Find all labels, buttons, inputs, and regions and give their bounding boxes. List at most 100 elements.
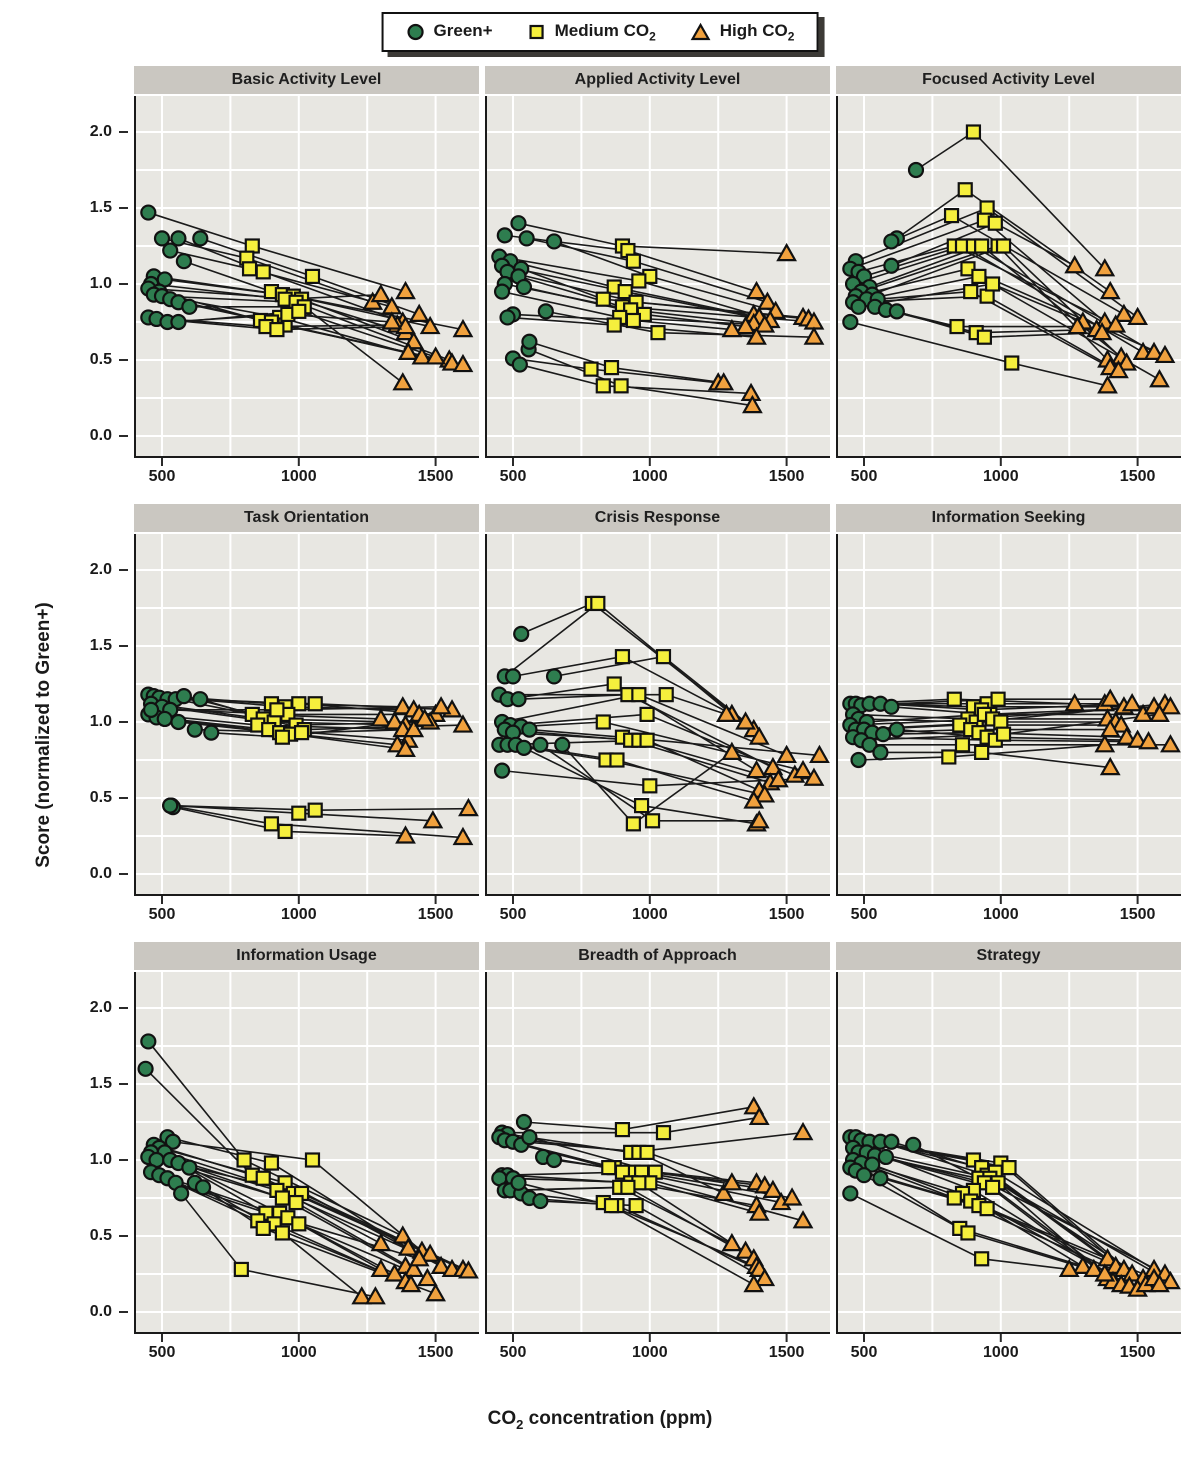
x-tick-label: 500 <box>148 468 176 485</box>
x-axis-ticks: 500 1000 1500 <box>836 904 1181 930</box>
y-axis-ticks: 2.0 1.5 1.0 0.5 0.0 <box>0 504 134 904</box>
x-tick-label: 1000 <box>632 1344 668 1361</box>
x-tick-label: 1500 <box>768 1344 805 1361</box>
panel-plot <box>485 96 830 466</box>
panel-grid: 2.0 1.5 1.0 0.5 0.0 Basic Activity Level 500… <box>0 66 1200 1380</box>
y-axis-label: Score (normalized to Green+) <box>33 602 54 868</box>
panel-strategy: Strategy 500 1000 1500 <box>836 942 1181 1368</box>
panel-focused-activity-level: Focused Activity Level 500 1000 1500 <box>836 66 1181 492</box>
y-tick-label: 2.0 <box>89 999 112 1016</box>
x-tick-label: 500 <box>148 906 176 923</box>
y-tick-mark <box>119 435 128 437</box>
panel-plot <box>134 534 479 904</box>
panel-information-usage: Information Usage 500 1000 1500 <box>134 942 479 1368</box>
x-axis-ticks: 500 1000 1500 <box>485 466 830 492</box>
x-tick-label: 500 <box>148 1344 176 1361</box>
x-tick-label: 1000 <box>632 468 668 485</box>
y-tick-mark <box>119 1007 128 1009</box>
panel-title: Strategy <box>836 942 1181 970</box>
y-tick-label: 2.0 <box>89 561 112 578</box>
legend-item-high-co2: High CO2 <box>690 21 794 43</box>
y-tick-mark <box>119 1235 128 1237</box>
panel-title: Information Usage <box>134 942 479 970</box>
panel-plot <box>134 972 479 1342</box>
green-circle-icon <box>407 24 424 41</box>
y-axis-ticks: 2.0 1.5 1.0 0.5 0.0 <box>0 942 134 1342</box>
panel-title: Applied Activity Level <box>485 66 830 94</box>
legend-item-medium-co2: Medium CO2 <box>527 21 656 43</box>
y-tick-label: 1.5 <box>89 1075 112 1092</box>
panel-applied-activity-level: Applied Activity Level 500 1000 1500 <box>485 66 830 492</box>
y-tick-label: 0.0 <box>89 427 112 444</box>
y-tick-mark <box>119 131 128 133</box>
y-tick-label: 0.0 <box>89 865 112 882</box>
y-tick-mark <box>119 207 128 209</box>
x-tick-label: 1500 <box>417 468 454 485</box>
x-tick-label: 500 <box>499 906 527 923</box>
y-tick-mark <box>119 569 128 571</box>
panel-title: Breadth of Approach <box>485 942 830 970</box>
panel-task-orientation: Task Orientation 500 1000 1500 <box>134 504 479 930</box>
y-tick-label: 1.5 <box>89 637 112 654</box>
y-tick-label: 2.0 <box>89 123 112 140</box>
panel-title: Information Seeking <box>836 504 1181 532</box>
y-tick-mark <box>119 645 128 647</box>
y-tick-label: 0.5 <box>89 789 112 806</box>
y-tick-label: 1.0 <box>89 713 112 730</box>
x-tick-label: 1000 <box>281 1344 317 1361</box>
y-tick-mark <box>119 1311 128 1313</box>
x-tick-label: 1000 <box>983 468 1019 485</box>
x-tick-label: 1500 <box>1119 1344 1156 1361</box>
x-tick-label: 1000 <box>281 468 317 485</box>
x-axis-ticks: 500 1000 1500 <box>485 1342 830 1368</box>
x-tick-label: 1000 <box>632 906 668 923</box>
x-tick-label: 500 <box>499 1344 527 1361</box>
x-axis-ticks: 500 1000 1500 <box>134 1342 479 1368</box>
legend-label: Green+ <box>433 21 493 40</box>
panel-title: Basic Activity Level <box>134 66 479 94</box>
x-tick-label: 500 <box>850 906 878 923</box>
y-tick-label: 0.0 <box>89 1303 112 1320</box>
x-tick-label: 1500 <box>1119 906 1156 923</box>
panel-plot <box>836 972 1181 1342</box>
y-tick-label: 1.0 <box>89 275 112 292</box>
panel-plot <box>485 534 830 904</box>
y-tick-mark <box>119 721 128 723</box>
legend-item-green-plus: Green+ <box>406 21 493 43</box>
x-axis-ticks: 500 1000 1500 <box>134 466 479 492</box>
x-tick-label: 1500 <box>1119 468 1156 485</box>
x-tick-label: 1000 <box>983 906 1019 923</box>
orange-triangle-icon <box>690 22 711 41</box>
x-tick-label: 500 <box>850 1344 878 1361</box>
y-tick-mark <box>119 797 128 799</box>
panel-title: Task Orientation <box>134 504 479 532</box>
x-tick-label: 1500 <box>417 1344 454 1361</box>
x-tick-label: 1000 <box>281 906 317 923</box>
x-axis-ticks: 500 1000 1500 <box>836 1342 1181 1368</box>
y-tick-mark <box>119 1083 128 1085</box>
legend: Green+ Medium CO2 High CO2 <box>381 12 819 53</box>
x-tick-label: 1500 <box>768 468 805 485</box>
panel-plot <box>836 534 1181 904</box>
panel-title: Crisis Response <box>485 504 830 532</box>
panel-title: Focused Activity Level <box>836 66 1181 94</box>
x-axis-ticks: 500 1000 1500 <box>485 904 830 930</box>
x-tick-label: 500 <box>850 468 878 485</box>
y-tick-label: 0.5 <box>89 1227 112 1244</box>
y-tick-label: 1.5 <box>89 199 112 216</box>
panel-plot <box>134 96 479 466</box>
legend-label: Medium CO2 <box>554 21 656 44</box>
y-tick-mark <box>119 283 128 285</box>
x-tick-label: 1000 <box>983 1344 1019 1361</box>
x-tick-label: 1500 <box>768 906 805 923</box>
x-tick-label: 1500 <box>417 906 454 923</box>
x-axis-ticks: 500 1000 1500 <box>836 466 1181 492</box>
x-axis-ticks: 500 1000 1500 <box>134 904 479 930</box>
panel-crisis-response: Crisis Response 500 1000 1500 <box>485 504 830 930</box>
panel-basic-activity-level: Basic Activity Level 500 1000 1500 <box>134 66 479 492</box>
x-axis-label: CO2 concentration (ppm) <box>487 1408 713 1432</box>
panel-breadth-of-approach: Breadth of Approach 500 1000 1500 <box>485 942 830 1368</box>
panel-plot <box>485 972 830 1342</box>
y-tick-label: 0.5 <box>89 351 112 368</box>
